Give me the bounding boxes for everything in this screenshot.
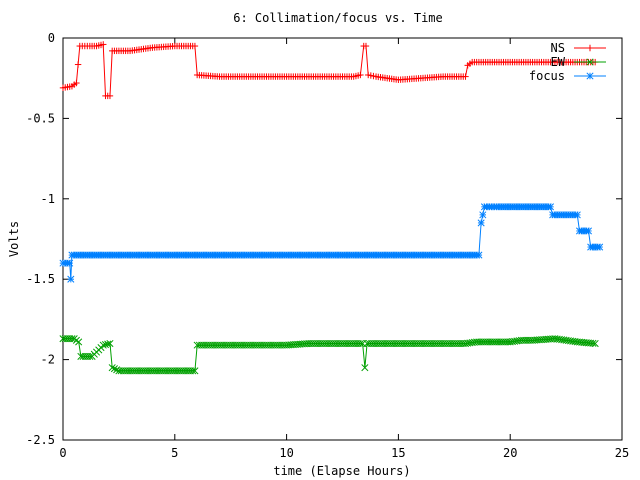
chart-title: 6: Collimation/focus vs. Time	[233, 11, 443, 25]
data-point	[477, 219, 485, 227]
y-tick-label: -0.5	[26, 111, 55, 125]
x-tick-label: 0	[59, 446, 66, 460]
data-point	[66, 259, 74, 267]
data-point	[584, 227, 593, 235]
data-point	[104, 340, 112, 348]
series-ew	[59, 335, 599, 375]
data-point	[189, 367, 197, 375]
data-point	[86, 352, 94, 360]
y-tick-label: -2.5	[26, 433, 55, 447]
data-point	[101, 341, 110, 349]
legend-marker-ns	[586, 44, 594, 52]
x-tick-label: 20	[503, 446, 517, 460]
data-point	[73, 79, 80, 87]
y-tick-label: 0	[48, 31, 55, 45]
data-point	[591, 339, 599, 348]
data-point	[67, 275, 75, 283]
legend-marker-focus	[586, 72, 594, 80]
data-point	[589, 339, 597, 347]
data-point	[191, 367, 199, 375]
x-tick-label: 10	[279, 446, 293, 460]
data-point	[362, 42, 370, 50]
y-tick-label: -1	[41, 192, 55, 206]
data-point	[357, 71, 364, 79]
series-line-focus	[63, 206, 600, 280]
y-tick-label: -2	[41, 353, 55, 367]
series-ns	[59, 41, 599, 100]
legend-label-ns: NS	[551, 41, 565, 55]
x-axis: 0 5 10 15 20 25	[59, 38, 629, 460]
series-line-ns	[62, 43, 596, 97]
x-tick-label: 15	[391, 446, 405, 460]
data-point	[596, 243, 604, 251]
y-axis-label: Volts	[7, 221, 21, 257]
data-point	[100, 41, 107, 48]
legend-marker-ew	[586, 58, 594, 66]
data-point	[546, 203, 555, 211]
data-point	[108, 364, 116, 372]
legend-label-focus: focus	[529, 69, 565, 83]
data-point	[75, 338, 83, 346]
data-point	[356, 339, 364, 348]
x-tick-label: 25	[615, 446, 629, 460]
plot-area	[62, 37, 623, 441]
data-point	[99, 341, 107, 349]
series-layer	[59, 41, 604, 375]
data-point	[462, 73, 469, 80]
data-point	[68, 335, 76, 343]
x-axis-label: time (Elapse Hours)	[273, 464, 410, 478]
y-tick-label: -1.5	[26, 272, 55, 286]
data-point	[479, 211, 487, 219]
x-tick-label: 5	[171, 446, 178, 460]
data-point	[110, 365, 118, 373]
data-point	[361, 364, 369, 372]
y-axis: 0 -0.5 -1 -1.5 -2 -2.5	[26, 31, 622, 447]
data-point	[573, 211, 581, 219]
data-point	[106, 92, 114, 100]
data-point	[106, 339, 114, 348]
data-point	[191, 42, 199, 50]
series-focus	[59, 203, 604, 283]
data-point	[74, 61, 82, 68]
data-point	[113, 366, 121, 374]
legend-label-ew: EW	[551, 55, 566, 69]
data-point	[475, 251, 483, 259]
